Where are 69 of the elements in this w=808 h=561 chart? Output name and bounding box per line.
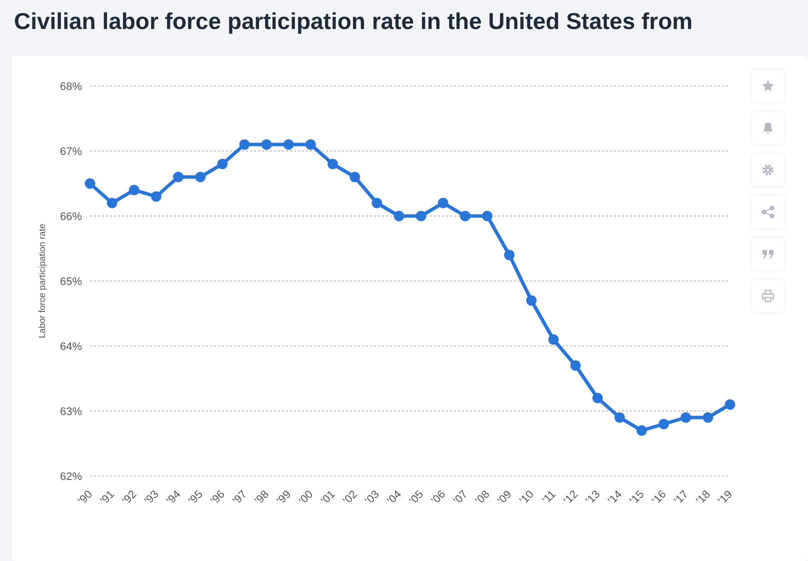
x-tick-label: '90: [76, 488, 95, 508]
point: [150, 191, 162, 202]
x-tick-label: '10: [518, 488, 536, 508]
x-tick-label: '93: [142, 488, 162, 508]
point: [217, 158, 228, 170]
x-tick-label: '06: [429, 488, 448, 508]
point: [106, 198, 118, 208]
point: [614, 412, 625, 423]
point: [592, 392, 603, 404]
y-tick-label: 68%: [60, 80, 82, 93]
point: [261, 139, 272, 150]
x-tick-label: '00: [297, 488, 316, 508]
x-tick-label: '02: [341, 488, 360, 508]
point: [460, 210, 470, 222]
point: [350, 172, 360, 182]
x-tick-label: '16: [650, 488, 669, 508]
x-tick-label: '11: [540, 488, 558, 507]
x-tick-label: '19: [716, 488, 735, 508]
x-tick-label: '14: [606, 488, 625, 508]
point: [658, 418, 670, 430]
x-tick-label: '18: [694, 488, 713, 508]
point: [283, 139, 294, 150]
x-tick-label: '17: [672, 488, 691, 508]
point: [636, 425, 647, 436]
x-tick-label: '12: [562, 488, 580, 508]
point: [394, 210, 404, 222]
point: [548, 334, 559, 345]
x-tick-label: '04: [385, 488, 404, 508]
x-tick-label: '05: [407, 488, 426, 508]
point: [372, 198, 382, 208]
x-tick-label: '98: [252, 488, 272, 508]
x-tick-label: '94: [164, 488, 184, 508]
point: [526, 295, 537, 306]
chart-title: Civilian labor force participation rate in the United States from: [13, 7, 694, 35]
point: [173, 172, 184, 182]
point: [504, 250, 515, 260]
x-tick-label: '08: [474, 488, 492, 508]
point: [570, 360, 581, 371]
y-tick-label: 66%: [60, 210, 82, 223]
point: [680, 412, 692, 423]
point: [128, 184, 140, 196]
x-tick-label: '13: [584, 488, 603, 508]
point: [724, 399, 736, 410]
y-tick-label: 64%: [60, 340, 82, 353]
x-tick-label: '95: [186, 488, 206, 508]
x-tick-label: '15: [628, 488, 647, 508]
x-tick-label: '91: [98, 488, 118, 508]
y-tick-label: 63%: [60, 406, 82, 418]
point: [84, 178, 96, 189]
y-tick-label: 65%: [60, 276, 82, 288]
x-tick-label: '01: [319, 488, 338, 508]
x-tick-label: '07: [451, 488, 470, 508]
x-tick-label: '03: [363, 488, 382, 508]
point: [239, 139, 250, 150]
point: [438, 198, 448, 208]
y-axis-title: Labor force participation rate: [37, 224, 48, 338]
point: [702, 412, 714, 423]
point: [305, 139, 316, 150]
x-tick-label: '96: [208, 488, 228, 508]
point: [328, 158, 338, 170]
x-tick-label: '92: [120, 488, 140, 508]
point: [195, 172, 206, 182]
x-tick-label: '09: [496, 488, 514, 508]
y-tick-label: 67%: [60, 146, 82, 158]
point: [482, 210, 492, 222]
point: [416, 210, 426, 222]
x-tick-label: '99: [274, 488, 294, 508]
x-tick-label: '97: [230, 488, 250, 508]
y-tick-label: 62%: [60, 470, 82, 483]
